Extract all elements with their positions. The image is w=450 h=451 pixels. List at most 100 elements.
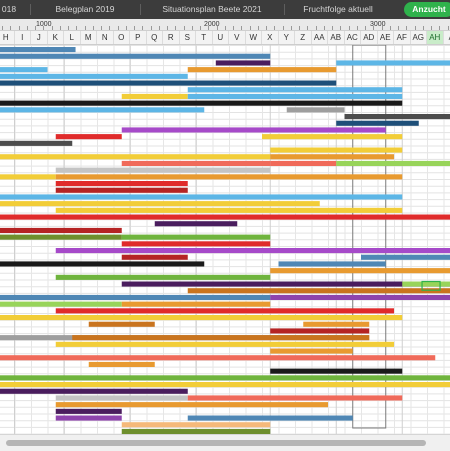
column-header-ad[interactable]: AD	[361, 31, 378, 44]
ruler-tick	[76, 26, 77, 30]
ruler-tick	[324, 26, 325, 30]
column-header-m[interactable]: M	[81, 31, 98, 44]
gantt-bar	[72, 335, 369, 340]
column-header-i[interactable]: I	[15, 31, 32, 44]
gantt-bar	[89, 322, 155, 327]
column-header-z[interactable]: Z	[295, 31, 312, 44]
gantt-bar	[270, 148, 402, 153]
ruler-tick	[126, 26, 127, 30]
column-header-ag[interactable]: AG	[411, 31, 428, 44]
gantt-bar	[56, 395, 188, 400]
ruler-tick	[274, 26, 275, 30]
column-header-k[interactable]: K	[48, 31, 65, 44]
column-header-q[interactable]: Q	[147, 31, 164, 44]
gantt-bar	[188, 416, 353, 421]
sheet-tab-bar: 018 Belegplan 2019 Situationsplan Beete …	[0, 0, 450, 19]
column-header-s[interactable]: S	[180, 31, 197, 44]
column-header-j[interactable]: J	[31, 31, 48, 44]
sheet-tab[interactable]: Belegplan 2019	[42, 0, 128, 19]
ruler-tick	[316, 26, 317, 30]
ruler-tick	[398, 26, 399, 30]
column-header-row: HIJKLMNOPQRSTUVWXYZAAABACADAEAFAGAHA	[0, 31, 450, 45]
gantt-bar	[122, 161, 271, 166]
gantt-bar	[270, 154, 394, 159]
ruler-tick	[258, 26, 259, 30]
ruler-tick	[250, 26, 251, 30]
gantt-bar	[89, 362, 155, 367]
gantt-bar	[56, 188, 188, 193]
sheet-tab-active[interactable]: Anzucht	[404, 2, 450, 17]
column-header-ab[interactable]: AB	[328, 31, 345, 44]
ruler-tick	[448, 26, 449, 30]
ruler-tick	[151, 26, 152, 30]
ruler-tick	[299, 26, 300, 30]
spreadsheet-grid[interactable]	[0, 45, 450, 434]
column-header-o[interactable]: O	[114, 31, 131, 44]
column-header-v[interactable]: V	[229, 31, 246, 44]
gantt-bar	[0, 47, 76, 52]
scrollbar-thumb[interactable]	[6, 440, 426, 446]
tab-separator	[30, 4, 31, 15]
gantt-bar	[345, 114, 450, 119]
column-header-a[interactable]: A	[444, 31, 450, 44]
tab-separator	[140, 4, 141, 15]
ruler-tick	[27, 26, 28, 30]
gantt-bar	[188, 94, 403, 99]
gantt-bar	[0, 101, 402, 106]
gantt-bar	[122, 235, 271, 240]
gantt-bar	[270, 268, 450, 273]
ruler-tick	[406, 26, 407, 30]
column-header-ah[interactable]: AH	[427, 31, 444, 44]
gantt-bar	[270, 161, 336, 166]
ruler-tick	[233, 26, 234, 30]
gantt-bar	[56, 308, 394, 313]
column-header-l[interactable]: L	[64, 31, 81, 44]
ruler-tick	[68, 26, 69, 30]
gantt-bar	[0, 375, 450, 380]
ruler-tick	[52, 26, 53, 30]
ruler-tick	[431, 26, 432, 30]
column-header-ac[interactable]: AC	[345, 31, 362, 44]
ruler-tick	[225, 26, 226, 30]
column-header-h[interactable]: H	[0, 31, 15, 44]
column-header-af[interactable]: AF	[394, 31, 411, 44]
gantt-bar	[0, 389, 188, 394]
ruler-tick	[175, 26, 176, 30]
ruler-tick	[307, 26, 308, 30]
ruler-tick	[142, 26, 143, 30]
ruler-tick	[93, 26, 94, 30]
gantt-bar	[56, 208, 403, 213]
ruler-tick	[60, 26, 61, 30]
sheet-tab[interactable]: 018	[0, 0, 22, 19]
column-header-r[interactable]: R	[163, 31, 180, 44]
gantt-bar	[336, 161, 450, 166]
gantt-bar	[287, 107, 345, 112]
gantt-bar	[0, 154, 270, 159]
gantt-bar	[402, 282, 450, 287]
gantt-bar	[56, 174, 403, 179]
gantt-bar	[56, 181, 188, 186]
column-header-ae[interactable]: AE	[378, 31, 395, 44]
gantt-bar	[0, 141, 72, 146]
gantt-bar	[270, 369, 402, 374]
column-header-y[interactable]: Y	[279, 31, 296, 44]
gantt-bar	[0, 67, 48, 72]
gantt-bar	[0, 228, 122, 233]
column-header-n[interactable]: N	[97, 31, 114, 44]
sheet-tab[interactable]: Situationsplan Beete 2021	[150, 0, 274, 19]
ruler-tick	[349, 26, 350, 30]
column-header-t[interactable]: T	[196, 31, 213, 44]
column-header-x[interactable]: X	[262, 31, 279, 44]
column-header-p[interactable]: P	[130, 31, 147, 44]
gantt-bar	[336, 121, 419, 126]
column-header-u[interactable]: U	[213, 31, 230, 44]
gantt-bar	[122, 255, 188, 260]
gantt-bar	[188, 67, 337, 72]
column-header-aa[interactable]: AA	[312, 31, 329, 44]
column-header-w[interactable]: W	[246, 31, 263, 44]
ruler-tick	[134, 26, 135, 30]
horizontal-scrollbar[interactable]	[0, 434, 450, 451]
sheet-tab[interactable]: Fruchtfolge aktuell	[288, 0, 388, 19]
ruler-tick	[43, 26, 44, 30]
gantt-bar	[0, 355, 435, 360]
